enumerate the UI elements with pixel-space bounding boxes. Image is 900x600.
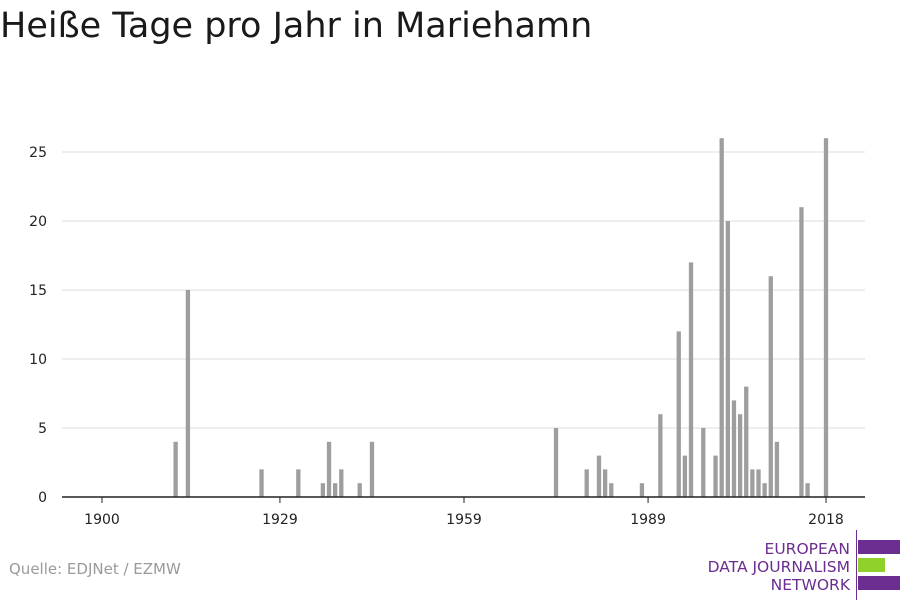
x-tick-label: 1929 bbox=[262, 512, 298, 528]
x-tick-label: 2018 bbox=[808, 512, 844, 528]
logo-line-1: EUROPEAN bbox=[764, 540, 850, 558]
bar bbox=[185, 290, 191, 497]
source-note: Quelle: EDJNet / EZMW bbox=[9, 560, 181, 578]
logo-bar-purple-top bbox=[858, 540, 900, 554]
x-tick-label: 1959 bbox=[446, 512, 482, 528]
bar bbox=[596, 455, 602, 497]
bar bbox=[609, 483, 614, 497]
y-tick-label: 15 bbox=[29, 283, 47, 299]
bar bbox=[688, 262, 694, 497]
bar bbox=[750, 469, 755, 497]
bar bbox=[584, 469, 589, 497]
x-tick-label: 1989 bbox=[630, 512, 666, 528]
edjnet-logo: EUROPEAN DATA JOURNALISM NETWORK bbox=[690, 530, 900, 600]
bar bbox=[731, 400, 737, 497]
logo-bar-purple-bottom bbox=[858, 576, 900, 590]
y-tick-label: 25 bbox=[29, 145, 47, 161]
bar bbox=[259, 469, 264, 497]
bar bbox=[369, 441, 375, 497]
grid-lines bbox=[62, 151, 865, 429]
bar bbox=[799, 207, 804, 497]
logo-divider bbox=[856, 530, 857, 600]
bar bbox=[744, 386, 749, 497]
bars bbox=[173, 138, 829, 497]
bar bbox=[326, 441, 332, 497]
bar bbox=[713, 455, 718, 497]
bar bbox=[602, 469, 608, 497]
bar bbox=[658, 414, 663, 497]
bar bbox=[333, 483, 338, 497]
y-tick-label: 20 bbox=[29, 214, 47, 230]
bar bbox=[768, 276, 773, 497]
bar bbox=[320, 483, 326, 497]
bar bbox=[805, 483, 810, 497]
bar bbox=[676, 331, 681, 497]
logo-line-3: NETWORK bbox=[770, 576, 850, 594]
bar bbox=[774, 441, 780, 497]
bar bbox=[639, 483, 645, 497]
x-axis-labels: 1900 1929 1959 1989 2018 bbox=[84, 497, 844, 528]
logo-bar-green bbox=[858, 558, 885, 572]
bar bbox=[339, 469, 344, 497]
logo-line-2: DATA JOURNALISM bbox=[707, 558, 850, 576]
bar bbox=[823, 138, 829, 497]
bar bbox=[756, 469, 761, 497]
y-axis-labels: 0 5 10 15 20 25 bbox=[29, 145, 47, 506]
y-tick-label: 0 bbox=[38, 490, 47, 506]
y-tick-label: 10 bbox=[29, 352, 47, 368]
bar bbox=[762, 483, 767, 497]
bar bbox=[682, 455, 688, 497]
bar bbox=[725, 221, 730, 497]
bar bbox=[719, 138, 724, 497]
chart-title: Heiße Tage pro Jahr in Mariehamn bbox=[0, 6, 593, 46]
bar bbox=[173, 441, 178, 497]
bar bbox=[553, 428, 559, 497]
x-tick-label: 1900 bbox=[84, 512, 120, 528]
bar bbox=[701, 428, 706, 497]
y-tick-label: 5 bbox=[38, 421, 47, 437]
bar bbox=[357, 483, 362, 497]
bar bbox=[296, 469, 301, 497]
bar bbox=[737, 414, 743, 497]
